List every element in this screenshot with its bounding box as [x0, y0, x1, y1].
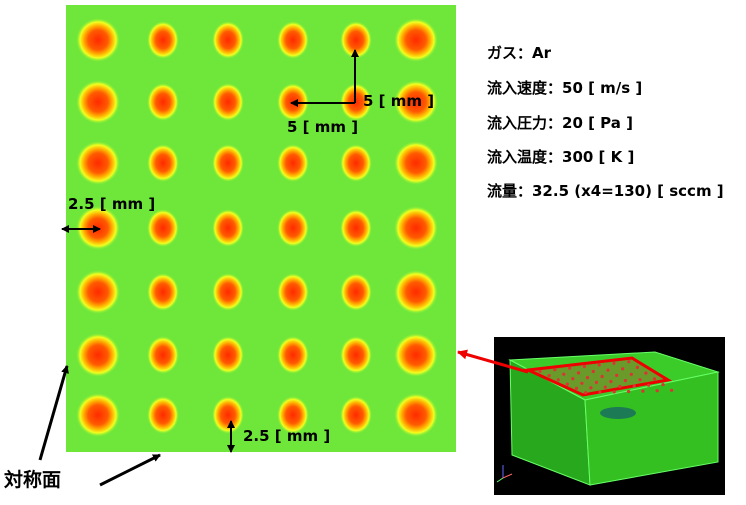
spot — [621, 367, 625, 371]
spot — [562, 372, 566, 376]
spot — [212, 273, 244, 311]
spot — [212, 83, 244, 121]
spot — [212, 336, 244, 374]
spot — [76, 270, 120, 314]
spot — [615, 373, 619, 377]
label: 2.5 [ mm ] — [243, 427, 330, 445]
spot — [627, 360, 631, 364]
inset — [494, 337, 725, 495]
arrow — [38, 365, 69, 461]
spot — [277, 336, 309, 374]
spot — [576, 371, 581, 375]
spots — [76, 18, 438, 437]
spot — [212, 209, 244, 247]
arrow — [457, 349, 529, 374]
spot — [652, 377, 657, 381]
spot — [394, 270, 438, 314]
spot — [603, 385, 607, 389]
spot — [212, 21, 244, 59]
spot — [277, 209, 309, 247]
spot — [394, 393, 438, 437]
condition: 流入圧力：20 [ Pa ] — [487, 114, 633, 132]
spot — [618, 384, 622, 389]
arrow — [99, 453, 161, 487]
spot — [277, 144, 309, 182]
spot — [571, 377, 575, 381]
spot — [212, 144, 244, 182]
label: 2.5 [ mm ] — [68, 195, 155, 213]
spot — [147, 336, 179, 374]
label: 対称面 — [3, 468, 61, 491]
spot — [212, 396, 244, 434]
contour-field — [66, 5, 456, 452]
spot — [632, 384, 636, 388]
spot — [277, 273, 309, 311]
spot — [606, 368, 610, 372]
spot — [638, 378, 642, 382]
spot — [538, 369, 542, 373]
spot — [147, 83, 179, 121]
condition: 流量：32.5 (x4=130) [ sccm ] — [487, 182, 724, 200]
spot — [340, 273, 372, 311]
spot — [612, 390, 616, 394]
spot — [147, 396, 179, 434]
spot — [591, 369, 595, 374]
spot — [340, 144, 372, 182]
spot — [394, 141, 438, 185]
spot — [147, 21, 179, 59]
label: 5 [ mm ] — [363, 92, 434, 110]
spot — [574, 386, 579, 390]
spot — [147, 209, 179, 247]
spot — [394, 18, 438, 62]
condition: ガス：Ar — [487, 44, 552, 62]
spot — [670, 388, 674, 392]
spot — [598, 390, 602, 394]
spot — [629, 372, 633, 376]
spot — [612, 361, 616, 365]
spot — [597, 363, 601, 367]
spot — [623, 379, 628, 383]
spot — [394, 80, 438, 124]
spot — [582, 364, 587, 369]
spot — [553, 368, 557, 372]
spot — [547, 374, 551, 378]
spot — [661, 383, 665, 387]
spot — [76, 333, 120, 377]
spot — [394, 206, 438, 250]
spot — [147, 144, 179, 182]
spot — [635, 365, 640, 369]
spot — [647, 383, 651, 387]
spot — [644, 371, 648, 375]
spot — [277, 396, 309, 434]
spot — [556, 378, 560, 382]
spot — [340, 209, 372, 247]
spot — [340, 21, 372, 59]
condition: 流入温度：300 [ K ] — [487, 148, 634, 166]
label: 5 [ mm ] — [287, 118, 358, 136]
condition: 流入速度：50 [ m/s ] — [487, 79, 642, 97]
spot — [600, 374, 604, 379]
spot — [609, 379, 613, 384]
spot — [655, 389, 659, 393]
spot — [580, 381, 584, 385]
spot — [76, 141, 120, 185]
spot — [340, 336, 372, 374]
spot — [340, 396, 372, 434]
spot — [394, 333, 438, 377]
spot — [585, 376, 590, 380]
spot — [277, 21, 309, 59]
spot — [627, 389, 631, 394]
spot — [641, 389, 645, 393]
spot — [594, 380, 599, 384]
spot — [76, 80, 120, 124]
spot — [584, 391, 588, 395]
spot — [76, 393, 120, 437]
spot — [565, 382, 569, 386]
spot — [147, 273, 179, 311]
spot — [589, 386, 593, 390]
spot — [568, 366, 572, 370]
spot — [76, 18, 120, 62]
